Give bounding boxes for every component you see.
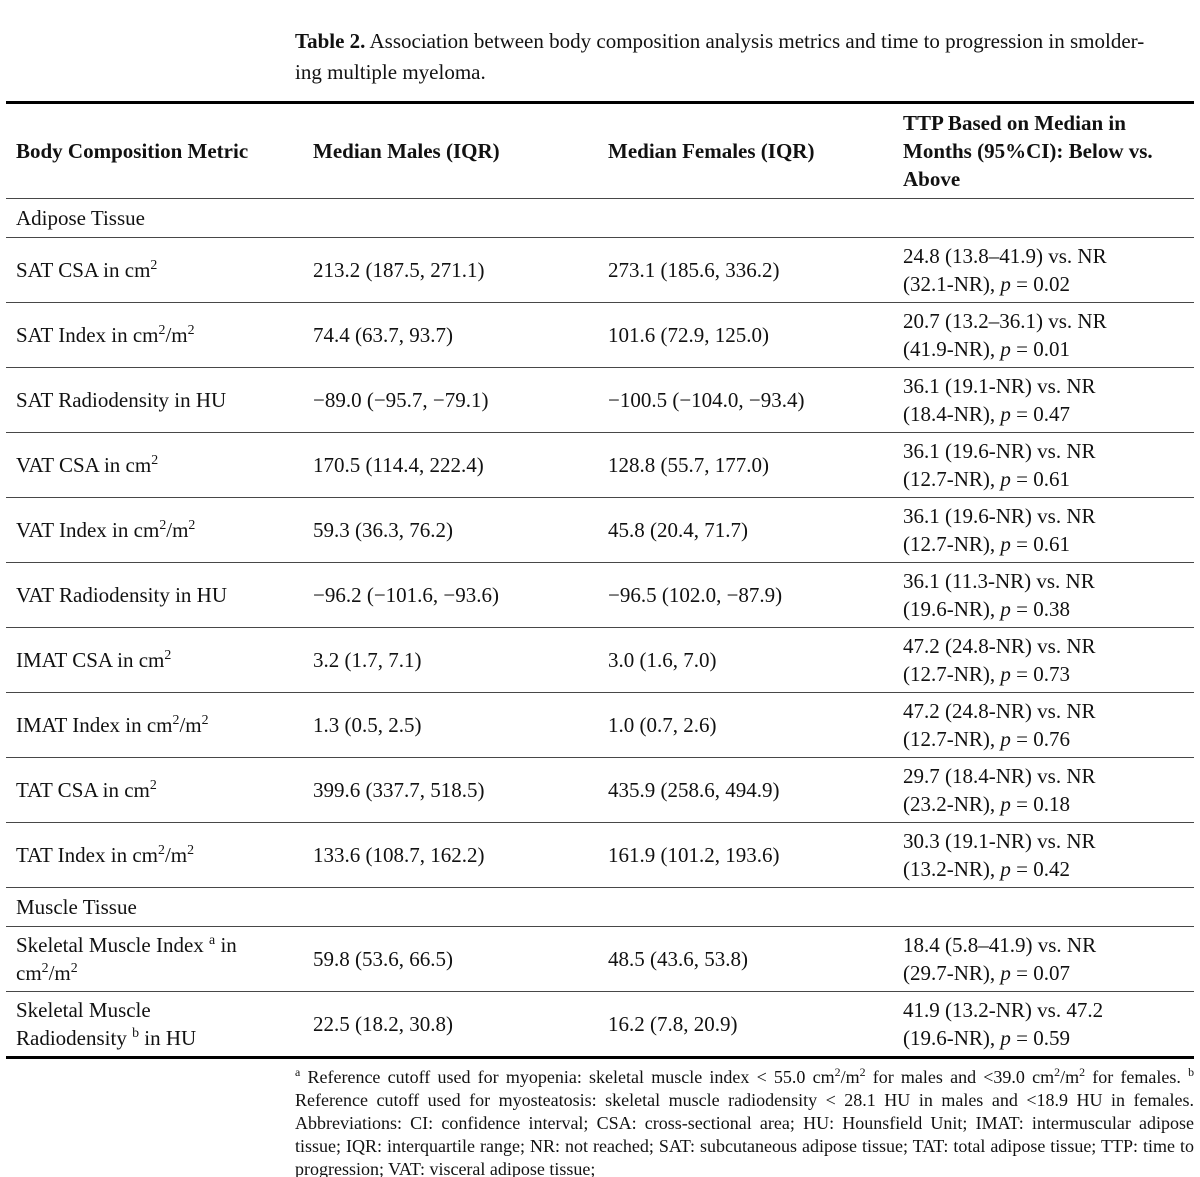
females-cell: −96.5 (102.0, −87.9) [593, 562, 889, 628]
females-cell: 128.8 (55.7, 177.0) [593, 432, 889, 498]
metric-cell: TAT Index in cm2/m2 [6, 822, 289, 888]
col-header-median-females: Median Females (IQR) [593, 102, 889, 199]
col-header-median-males: Median Males (IQR) [289, 102, 593, 199]
females-cell: 48.5 (43.6, 53.8) [593, 926, 889, 992]
table-row-vat-index: VAT Index in cm2/m2 59.3 (36.3, 76.2) 45… [6, 497, 1194, 563]
females-cell: 161.9 (101.2, 193.6) [593, 822, 889, 888]
table-caption: Table 2. Association between body compos… [295, 26, 1197, 88]
males-cell: 3.2 (1.7, 7.1) [289, 627, 593, 693]
table-row-sat-index: SAT Index in cm2/m2 74.4 (63.7, 93.7) 10… [6, 302, 1194, 368]
males-cell: 1.3 (0.5, 2.5) [289, 692, 593, 758]
metric-cell: SAT Index in cm2/m2 [6, 302, 289, 368]
males-cell: −96.2 (−101.6, −93.6) [289, 562, 593, 628]
ttp-cell: 47.2 (24.8-NR) vs. NR (12.7-NR), p = 0.76 [889, 692, 1194, 758]
metric-cell: SAT CSA in cm2 [6, 237, 289, 303]
ttp-cell: 36.1 (19.6-NR) vs. NR (12.7-NR), p = 0.61 [889, 432, 1194, 498]
males-cell: −89.0 (−95.7, −79.1) [289, 367, 593, 433]
table-row-imat-csa: IMAT CSA in cm2 3.2 (1.7, 7.1) 3.0 (1.6,… [6, 627, 1194, 693]
section-title: Muscle Tissue [6, 887, 1194, 927]
metric-cell: VAT Radiodensity in HU [6, 562, 289, 628]
males-cell: 213.2 (187.5, 271.1) [289, 237, 593, 303]
metric-cell: IMAT CSA in cm2 [6, 627, 289, 693]
col-header-ttp: TTP Based on Median in Months (95%CI): Be… [889, 102, 1194, 199]
females-cell: 435.9 (258.6, 494.9) [593, 757, 889, 823]
females-cell: 101.6 (72.9, 125.0) [593, 302, 889, 368]
table-row-vat-radiodensity: VAT Radiodensity in HU −96.2 (−101.6, −9… [6, 562, 1194, 628]
females-cell: 1.0 (0.7, 2.6) [593, 692, 889, 758]
section-row-adipose-tissue: Adipose Tissue [6, 198, 1194, 238]
metric-cell: Skeletal Muscle Index a in cm2/m2 [6, 926, 289, 992]
ttp-cell: 36.1 (11.3-NR) vs. NR (19.6-NR), p = 0.38 [889, 562, 1194, 628]
caption-text: Association between body composition ana… [295, 29, 1145, 84]
metric-cell: SAT Radiodensity in HU [6, 367, 289, 433]
metric-cell: VAT CSA in cm2 [6, 432, 289, 498]
table-row-sat-csa: SAT CSA in cm2 213.2 (187.5, 271.1) 273.… [6, 237, 1194, 303]
males-cell: 59.8 (53.6, 66.5) [289, 926, 593, 992]
males-cell: 133.6 (108.7, 162.2) [289, 822, 593, 888]
table-row-tat-index: TAT Index in cm2/m2 133.6 (108.7, 162.2)… [6, 822, 1194, 888]
ttp-cell: 18.4 (5.8–41.9) vs. NR (29.7-NR), p = 0.0… [889, 926, 1194, 992]
header-row: Body Composition Metric Median Males (IQ… [6, 102, 1194, 199]
females-cell: −100.5 (−104.0, −93.4) [593, 367, 889, 433]
ttp-cell: 30.3 (19.1-NR) vs. NR (13.2-NR), p = 0.42 [889, 822, 1194, 888]
females-cell: 45.8 (20.4, 71.7) [593, 497, 889, 563]
ttp-cell: 24.8 (13.8–41.9) vs. NR (32.1-NR), p = 0.… [889, 237, 1194, 303]
females-cell: 16.2 (7.8, 20.9) [608, 1012, 738, 1036]
table-row-sat-radiodensity: SAT Radiodensity in HU −89.0 (−95.7, −79… [6, 367, 1194, 433]
section-title: Adipose Tissue [6, 198, 1194, 238]
males-cell: 74.4 (63.7, 93.7) [289, 302, 593, 368]
ttp-cell: 20.7 (13.2–36.1) vs. NR (41.9-NR), p = 0.… [889, 302, 1194, 368]
table-footnote: a Reference cutoff used for myopenia: sk… [295, 1065, 1195, 1177]
metric-cell: VAT Index in cm2/m2 [6, 497, 289, 563]
males-cell: 399.6 (337.7, 518.5) [289, 757, 593, 823]
metric-cell: Skeletal Muscle Radiodensity b in HU [16, 998, 197, 1050]
table-row-skeletal-muscle-index: Skeletal Muscle Index a in cm2/m2 59.8 (5… [6, 926, 1194, 992]
metric-cell: IMAT Index in cm2/m2 [6, 692, 289, 758]
females-cell: 273.1 (185.6, 336.2) [593, 237, 889, 303]
caption-label: Table 2. [295, 29, 366, 53]
table-row-tat-csa: TAT CSA in cm2 399.6 (337.7, 518.5) 435.… [6, 757, 1194, 823]
ttp-cell: 36.1 (19.6-NR) vs. NR (12.7-NR), p = 0.61 [889, 497, 1194, 563]
table-row-skeletal-muscle-radiodensity: Skeletal Muscle Radiodensity b in HU 22.5… [6, 992, 1194, 1058]
table-row-imat-index: IMAT Index in cm2/m2 1.3 (0.5, 2.5) 1.0 … [6, 692, 1194, 758]
males-cell: 170.5 (114.4, 222.4) [289, 432, 593, 498]
ttp-cell: 47.2 (24.8-NR) vs. NR (12.7-NR), p = 0.73 [889, 627, 1194, 693]
body-composition-table: Body Composition Metric Median Males (IQ… [6, 101, 1194, 1059]
males-cell: 22.5 (18.2, 30.8) [313, 1012, 453, 1036]
section-row-muscle-tissue: Muscle Tissue [6, 887, 1194, 927]
ttp-cell: 29.7 (18.4-NR) vs. NR (23.2-NR), p = 0.18 [889, 757, 1194, 823]
col-header-metric: Body Composition Metric [6, 102, 289, 199]
metric-cell: TAT CSA in cm2 [6, 757, 289, 823]
females-cell: 3.0 (1.6, 7.0) [593, 627, 889, 693]
males-cell: 59.3 (36.3, 76.2) [289, 497, 593, 563]
ttp-cell: 41.9 (13.2-NR) vs. 47.2 (19.6-NR), p = 0.… [903, 998, 1104, 1050]
table-row-vat-csa: VAT CSA in cm2 170.5 (114.4, 222.4) 128.… [6, 432, 1194, 498]
ttp-cell: 36.1 (19.1-NR) vs. NR (18.4-NR), p = 0.47 [889, 367, 1194, 433]
